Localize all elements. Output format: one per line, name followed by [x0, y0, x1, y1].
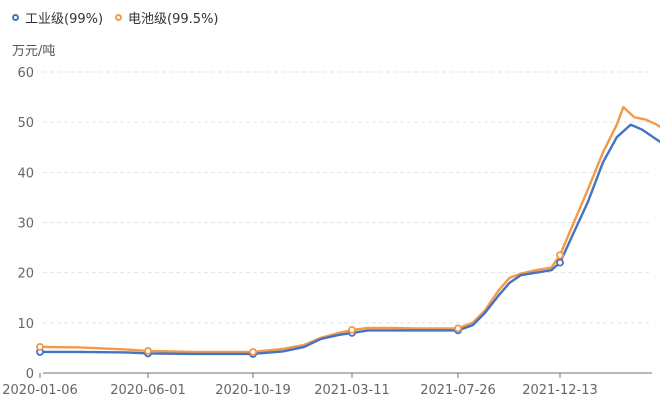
legend-label-battery: 电池级(99.5%) — [128, 11, 219, 27]
x-tick-label: 2021-12-13 — [522, 383, 598, 398]
series-line-battery[interactable] — [38, 105, 660, 354]
legend-marker-industrial — [12, 13, 19, 21]
data-point-industrial[interactable] — [556, 258, 564, 267]
legend-marker-battery — [115, 13, 123, 21]
data-point-battery[interactable] — [454, 324, 462, 333]
legend-item-industrial[interactable]: 工业级(99%) — [12, 8, 103, 27]
y-tick-label: 60 — [17, 66, 34, 81]
data-point-battery[interactable] — [348, 325, 356, 334]
chart-legend: 工业级(99%) 电池级(99.5%) — [12, 7, 219, 27]
y-tick-label: 50 — [17, 116, 34, 131]
series-line-industrial[interactable] — [38, 123, 660, 356]
y-axis-unit: 万元/吨 — [12, 44, 56, 59]
x-tick-label: 2021-03-11 — [314, 383, 390, 398]
y-tick-label: 0 — [26, 367, 34, 382]
x-tick-label: 2020-10-19 — [215, 383, 291, 398]
y-tick-label: 20 — [17, 267, 34, 282]
x-tick-label: 2020-01-06 — [2, 383, 78, 398]
data-point-battery[interactable] — [144, 347, 152, 355]
data-point-battery[interactable] — [556, 251, 564, 260]
y-tick-label: 40 — [17, 166, 34, 181]
y-tick-label: 30 — [17, 217, 34, 232]
x-tick-label: 2021-07-26 — [420, 383, 496, 398]
data-point-battery[interactable] — [249, 348, 257, 356]
legend-item-battery[interactable]: 电池级(99.5%) — [115, 8, 219, 27]
data-point-battery[interactable] — [36, 343, 44, 351]
legend-label-industrial: 工业级(99%) — [25, 11, 104, 27]
y-tick-label: 10 — [17, 317, 34, 332]
x-tick-label: 2020-06-01 — [110, 383, 186, 398]
